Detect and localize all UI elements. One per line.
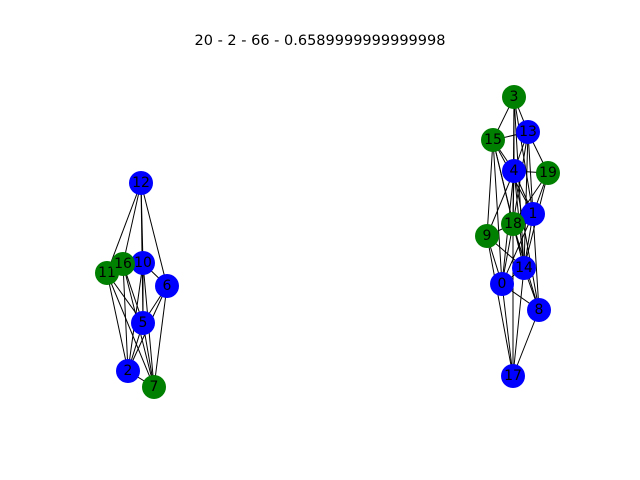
node-circle-17 — [501, 364, 525, 388]
node-circle-3 — [502, 85, 526, 109]
node-0: 0 — [490, 272, 514, 296]
node-circle-4 — [502, 159, 526, 183]
edge-12-16 — [122, 182, 142, 265]
node-circle-2 — [116, 359, 140, 383]
node-14: 14 — [512, 256, 536, 280]
node-label-7: 7 — [150, 379, 159, 395]
node-17: 17 — [501, 364, 525, 388]
node-label-13: 13 — [519, 124, 537, 140]
node-label-2: 2 — [124, 363, 133, 379]
node-circle-5 — [131, 311, 155, 335]
node-label-1: 1 — [529, 206, 538, 222]
node-label-18: 18 — [504, 216, 522, 232]
edge-11-7 — [106, 272, 155, 388]
node-label-15: 15 — [484, 132, 502, 148]
node-circle-6 — [155, 274, 179, 298]
edge-13-1 — [527, 131, 534, 215]
node-label-10: 10 — [134, 255, 152, 271]
node-circle-10 — [131, 251, 155, 275]
node-label-9: 9 — [483, 228, 492, 244]
node-label-19: 19 — [539, 165, 557, 181]
edge-1-0 — [501, 213, 534, 285]
edge-16-2 — [122, 263, 129, 372]
node-10: 10 — [131, 251, 155, 275]
edge-6-7 — [153, 285, 168, 388]
node-label-17: 17 — [504, 368, 522, 384]
node-circle-19 — [536, 161, 560, 185]
node-4: 4 — [502, 159, 526, 183]
edge-14-17 — [512, 267, 525, 377]
node-9: 9 — [475, 224, 499, 248]
edge-1-8 — [532, 213, 540, 311]
node-label-11: 11 — [98, 265, 116, 281]
node-circle-15 — [481, 128, 505, 152]
node-15: 15 — [481, 128, 505, 152]
edge-3-1 — [513, 96, 534, 215]
node-circle-8 — [527, 298, 551, 322]
node-label-3: 3 — [510, 89, 519, 105]
node-16: 16 — [111, 252, 135, 276]
edge-11-2 — [106, 272, 129, 372]
node-circle-14 — [512, 256, 536, 280]
edge-9-17 — [486, 235, 514, 377]
node-19: 19 — [536, 161, 560, 185]
node-label-16: 16 — [114, 256, 132, 272]
node-label-8: 8 — [535, 302, 544, 318]
node-label-0: 0 — [498, 276, 507, 292]
node-3: 3 — [502, 85, 526, 109]
node-7: 7 — [142, 375, 166, 399]
node-label-4: 4 — [510, 163, 519, 179]
node-12: 12 — [129, 171, 153, 195]
node-circle-7 — [142, 375, 166, 399]
edge-13-14 — [523, 131, 529, 269]
node-6: 6 — [155, 274, 179, 298]
node-5: 5 — [131, 311, 155, 335]
node-label-6: 6 — [163, 278, 172, 294]
edge-12-6 — [140, 182, 168, 287]
node-circle-12 — [129, 171, 153, 195]
node-label-12: 12 — [132, 175, 150, 191]
node-circle-1 — [521, 202, 545, 226]
node-circle-16 — [111, 252, 135, 276]
node-1: 1 — [521, 202, 545, 226]
node-circle-9 — [475, 224, 499, 248]
node-2: 2 — [116, 359, 140, 383]
node-13: 13 — [516, 120, 540, 144]
node-circle-18 — [501, 212, 525, 236]
node-label-5: 5 — [139, 315, 148, 331]
edge-0-17 — [501, 283, 514, 377]
graph-title: 20 - 2 - 66 - 0.6589999999999998 — [194, 33, 446, 49]
edge-15-9 — [486, 139, 494, 237]
node-18: 18 — [501, 212, 525, 236]
node-label-14: 14 — [515, 260, 533, 276]
node-circle-13 — [516, 120, 540, 144]
node-circle-0 — [490, 272, 514, 296]
edge-4-8 — [513, 170, 540, 311]
node-8: 8 — [527, 298, 551, 322]
